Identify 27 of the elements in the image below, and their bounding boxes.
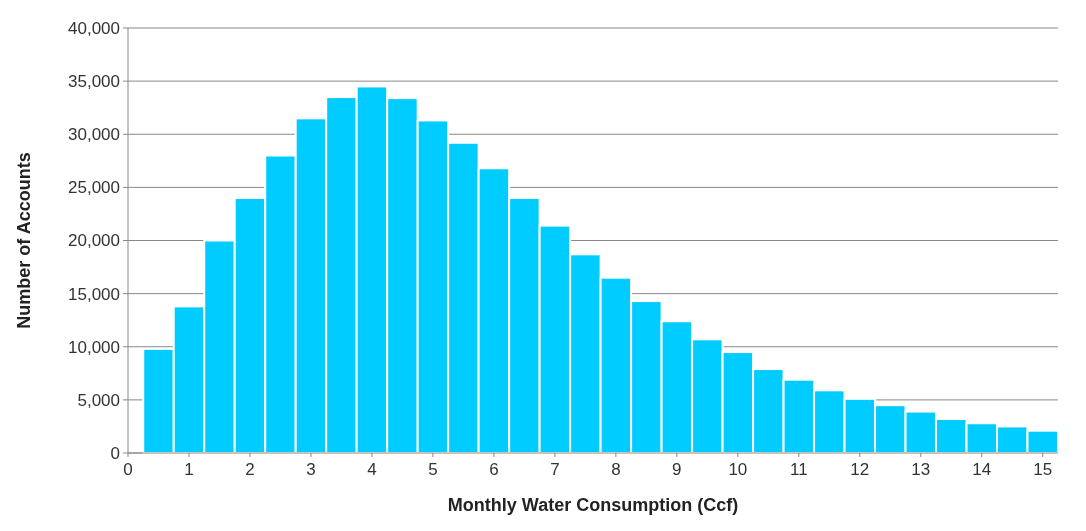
x-tick-label: 10: [728, 460, 748, 479]
y-tick-label: 5,000: [77, 390, 120, 410]
y-tick-label: 25,000: [68, 178, 120, 198]
x-tick-label: 11: [789, 460, 808, 479]
x-tick-label: 12: [850, 460, 870, 479]
y-tick-label: 35,000: [68, 72, 120, 92]
x-tick-label: 4: [367, 460, 377, 479]
x-tick-label: 8: [611, 460, 621, 479]
x-tick-label: 6: [489, 460, 499, 479]
y-tick-label: 15,000: [68, 284, 120, 304]
y-tick-label: 20,000: [68, 231, 120, 251]
x-tick-label: 1: [184, 460, 194, 479]
x-axis-title: Monthly Water Consumption (Ccf): [447, 495, 739, 515]
x-tick-label: 3: [306, 460, 316, 479]
y-tick-label: 40,000: [68, 18, 120, 38]
y-tick-label: 30,000: [68, 125, 120, 145]
x-tick-label: 15: [1033, 460, 1053, 479]
x-tick-label: 7: [550, 460, 560, 479]
y-tick-label: 0: [110, 443, 120, 463]
x-tick-label: 9: [672, 460, 682, 479]
y-axis-title: Number of Accounts: [14, 152, 34, 329]
x-tick-label: 0: [123, 460, 133, 479]
x-tick-label: 14: [972, 460, 992, 479]
y-tick-label: 10,000: [68, 337, 120, 357]
x-tick-label: 5: [428, 460, 438, 479]
x-tick-label: 2: [245, 460, 255, 479]
x-tick-label: 13: [911, 460, 931, 479]
